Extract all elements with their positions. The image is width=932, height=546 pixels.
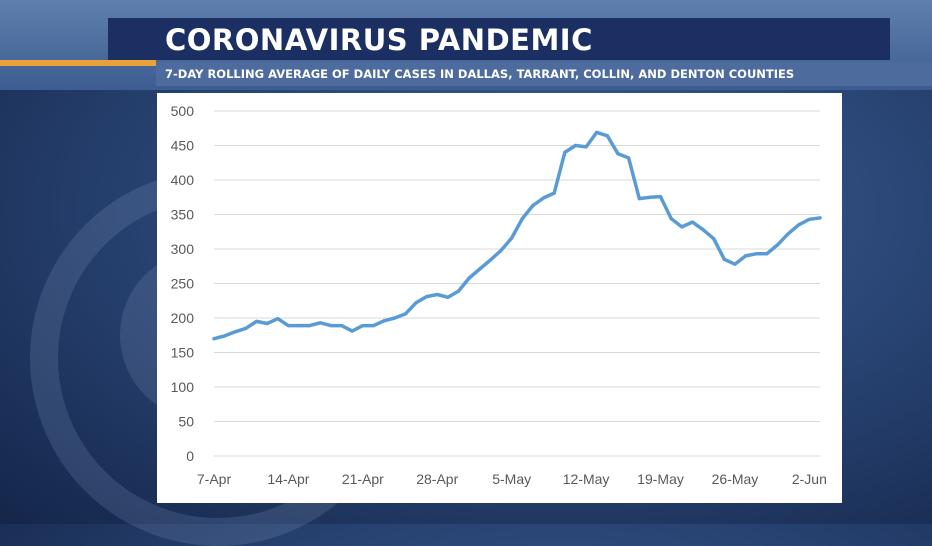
x-tick-label: 26-May: [712, 471, 759, 487]
chart-panel: 0 50 100 150 200 250 300 350 400 450 500 7-Apr 14-A…: [157, 93, 842, 503]
data-point: [276, 317, 280, 321]
x-tick-label: 5-May: [492, 471, 531, 487]
series-line: [212, 130, 822, 341]
data-point: [329, 323, 333, 328]
data-point: [414, 301, 418, 305]
data-point: [254, 319, 259, 324]
data-point: [786, 232, 790, 236]
data-point: [658, 194, 663, 199]
data-point: [627, 156, 631, 160]
data-point: [446, 295, 450, 299]
data-point: [775, 243, 780, 247]
data-point: [743, 254, 748, 258]
data-point: [297, 323, 301, 328]
data-point: [765, 252, 769, 256]
y-tick-label: 150: [171, 345, 195, 361]
data-point: [244, 326, 248, 330]
chart-subtitle: 7-DAY ROLLING AVERAGE OF DAILY CASES IN …: [165, 67, 795, 81]
data-point: [563, 150, 567, 154]
data-point: [361, 323, 365, 328]
data-point: [605, 134, 609, 138]
data-point: [797, 223, 801, 227]
x-tick-label: 12-May: [563, 471, 610, 487]
data-point: [456, 289, 461, 293]
data-point: [425, 295, 429, 299]
data-point: [573, 143, 578, 148]
data-point: [371, 323, 376, 328]
data-point: [754, 252, 758, 256]
y-tick-label: 400: [171, 172, 195, 188]
data-point: [616, 152, 620, 156]
data-point: [499, 248, 503, 252]
data-point: [669, 217, 673, 221]
y-tick-label: 0: [186, 448, 194, 464]
y-tick-label: 200: [171, 310, 195, 326]
data-point: [286, 323, 291, 328]
data-point: [531, 203, 535, 208]
subtitle-banner: [156, 62, 932, 86]
data-point: [318, 321, 322, 325]
data-point: [223, 334, 227, 338]
data-point: [733, 262, 737, 266]
line-chart: 0 50 100 150 200 250 300 350 400 450 500 7-Apr 14-A…: [171, 103, 827, 487]
y-tick-label: 450: [171, 138, 195, 154]
x-tick-label: 28-Apr: [416, 471, 458, 487]
data-point: [541, 196, 546, 200]
data-point: [393, 316, 397, 320]
data-point: [701, 228, 705, 232]
data-point: [233, 330, 237, 334]
y-tick-label: 500: [171, 103, 195, 119]
y-tick-label: 300: [171, 241, 195, 257]
y-tick-label: 350: [171, 207, 195, 223]
page-title: CORONAVIRUS PANDEMIC: [165, 23, 593, 57]
data-point: [595, 130, 599, 134]
x-tick-label: 19-May: [637, 471, 684, 487]
data-point: [488, 258, 493, 262]
x-tick-label: 7-Apr: [197, 471, 232, 487]
accent-stripe: [0, 60, 156, 66]
y-tick-label: 100: [171, 379, 195, 395]
y-tick-label: 50: [178, 414, 194, 430]
data-point: [584, 145, 588, 149]
data-point: [807, 217, 811, 221]
data-point: [350, 329, 354, 333]
data-point: [690, 220, 695, 224]
data-point: [510, 236, 514, 240]
data-point: [552, 191, 556, 195]
data-point: [637, 197, 641, 201]
x-tick-label: 2-Jun: [792, 471, 827, 487]
data-point: [478, 267, 482, 271]
data-point: [339, 323, 344, 328]
data-point: [818, 216, 822, 220]
data-point: [403, 312, 407, 316]
data-point: [308, 323, 312, 328]
data-point: [722, 257, 726, 261]
data-point: [712, 237, 716, 241]
data-point: [212, 337, 216, 341]
data-point: [648, 195, 652, 199]
data-point: [435, 292, 439, 297]
data-point: [680, 225, 684, 229]
x-tick-label: 14-Apr: [267, 471, 309, 487]
y-tick-label: 250: [171, 276, 195, 292]
data-point: [265, 321, 269, 326]
data-point: [382, 319, 386, 323]
x-tick-label: 21-Apr: [342, 471, 384, 487]
data-point: [467, 276, 471, 280]
data-point: [520, 217, 524, 221]
title-banner: [108, 18, 890, 60]
